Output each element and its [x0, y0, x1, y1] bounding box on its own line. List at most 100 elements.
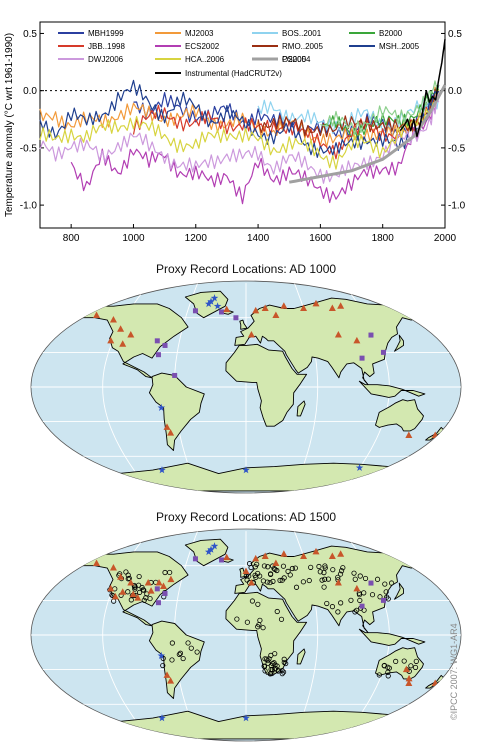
x-tick-label: 1400	[247, 233, 270, 244]
land-japan	[394, 582, 404, 600]
proxy-square-marker	[162, 342, 168, 348]
proxy-circle-marker	[176, 651, 182, 658]
proxy-circle-marker	[376, 672, 382, 678]
chart-series	[39, 39, 447, 205]
temperature-chart: 800 1000 1200 1400 1600 1800 2000 -1.0 -1.0 -0.5 -…	[4, 21, 466, 244]
proxy-circle-marker	[280, 669, 287, 675]
proxy-square-marker	[154, 338, 160, 344]
proxy-circle-marker	[277, 577, 283, 583]
proxy-circle-marker	[280, 563, 287, 569]
proxy-triangle-marker	[405, 679, 413, 686]
proxy-triangle-marker	[328, 304, 336, 312]
land-uk	[239, 319, 248, 330]
proxy-circle-marker	[385, 673, 391, 679]
proxy-circle-marker	[125, 572, 131, 578]
proxy-triangle-marker	[405, 674, 413, 682]
proxy-circle-marker	[322, 565, 328, 571]
proxy-triangle-marker	[334, 331, 342, 338]
proxy-circle-marker	[194, 649, 200, 655]
proxy-circle-marker	[393, 658, 399, 664]
proxy-circle-marker	[293, 584, 300, 590]
proxy-circle-marker	[361, 590, 367, 596]
proxy-triangle-marker	[242, 567, 250, 575]
proxy-circle-marker	[268, 652, 274, 658]
series-line-dwj2006	[39, 98, 440, 184]
legend-label-o2005: O2005	[282, 55, 307, 64]
proxy-circle-marker	[136, 589, 143, 595]
series-line-jbb-1998	[132, 90, 440, 160]
proxy-circle-marker	[257, 617, 263, 623]
proxy-circle-marker	[352, 609, 358, 615]
proxy-circle-marker	[263, 656, 270, 662]
proxy-circle-marker	[377, 594, 383, 600]
x-tick-label: 1000	[122, 233, 145, 244]
proxy-circle-marker	[351, 570, 357, 576]
proxy-triangle-marker	[107, 336, 115, 344]
proxy-circle-marker	[337, 571, 344, 577]
proxy-square-marker	[155, 600, 161, 606]
proxy-triangle-marker	[117, 573, 125, 580]
proxy-triangle-marker	[337, 302, 345, 309]
y-tick-label-right: 0.0	[448, 86, 462, 97]
land-samerica	[148, 372, 205, 451]
proxy-circle-marker	[289, 565, 295, 572]
proxy-triangle-marker	[107, 584, 115, 592]
proxy-circle-marker	[306, 577, 312, 584]
proxy-circle-marker	[369, 592, 376, 598]
proxy-star-marker	[158, 466, 166, 474]
world-map-ad1000	[30, 280, 462, 494]
proxy-circle-marker	[260, 578, 266, 584]
series-line-ps2004	[288, 84, 447, 184]
proxy-triangle-marker	[134, 594, 142, 601]
proxy-circle-marker	[322, 563, 328, 569]
proxy-circle-marker	[260, 625, 266, 631]
legend-label-dwj2006: DWJ2006	[88, 55, 124, 64]
proxy-triangle-marker	[109, 316, 117, 323]
proxy-triangle-marker	[127, 579, 135, 586]
proxy-circle-marker	[279, 671, 285, 677]
proxy-triangle-marker	[167, 575, 175, 583]
legend-label-jbb-1998: JBB..1998	[88, 42, 125, 51]
proxy-circle-marker	[279, 667, 285, 674]
proxy-star-marker	[213, 302, 222, 310]
proxy-triangle-marker	[147, 587, 155, 594]
proxy-circle-marker	[388, 580, 395, 586]
proxy-circle-marker	[321, 584, 327, 590]
map-title-ad1000: Proxy Record Locations: AD 1000	[155, 262, 337, 276]
land-indonesia	[358, 380, 426, 398]
proxy-circle-marker	[136, 573, 142, 580]
legend-label-instrumental-hadcrut2v-: Instrumental (HadCRUT2v)	[185, 69, 282, 78]
series-line-ecs2002	[70, 94, 440, 205]
proxy-circle-marker	[285, 568, 291, 574]
proxy-triangle-marker	[405, 431, 413, 438]
chart-frame: 800 1000 1200 1400 1600 1800 2000 -1.0 -1.0 -0.5 -…	[20, 21, 466, 244]
proxy-square-marker	[368, 332, 374, 338]
legend-label-b2000: B2000	[379, 29, 403, 38]
proxy-circle-marker	[356, 592, 363, 598]
land-greenland	[184, 290, 229, 319]
proxy-circle-marker	[287, 572, 293, 578]
proxy-circle-marker	[322, 576, 328, 582]
proxy-square-marker	[219, 557, 225, 563]
proxy-star-marker	[204, 299, 213, 308]
proxy-star-marker	[210, 294, 219, 302]
proxy-circle-marker	[357, 597, 363, 604]
copyright-text: ©IPCC 2007: WG1-AR4	[449, 623, 459, 720]
proxy-circle-marker	[169, 640, 175, 646]
proxy-circle-marker	[268, 666, 274, 673]
land-madagascar	[296, 648, 306, 665]
proxy-triangle-marker	[280, 550, 288, 557]
proxy-triangle-marker	[119, 340, 127, 347]
proxy-circle-marker	[300, 579, 306, 585]
proxy-triangle-marker	[353, 584, 361, 592]
proxy-circle-marker	[169, 657, 175, 663]
proxy-triangle-marker	[252, 554, 260, 562]
proxy-circle-marker	[144, 591, 150, 597]
proxy-circle-marker	[253, 574, 259, 580]
proxy-circle-marker	[268, 571, 274, 577]
proxy-circle-marker	[261, 563, 268, 569]
proxy-triangle-marker	[167, 677, 175, 684]
y-axis-label: Temperature anomaly (°C wrt 1961-1990)	[4, 33, 15, 217]
proxy-triangle-marker	[252, 306, 260, 314]
proxy-circle-marker	[132, 584, 138, 590]
